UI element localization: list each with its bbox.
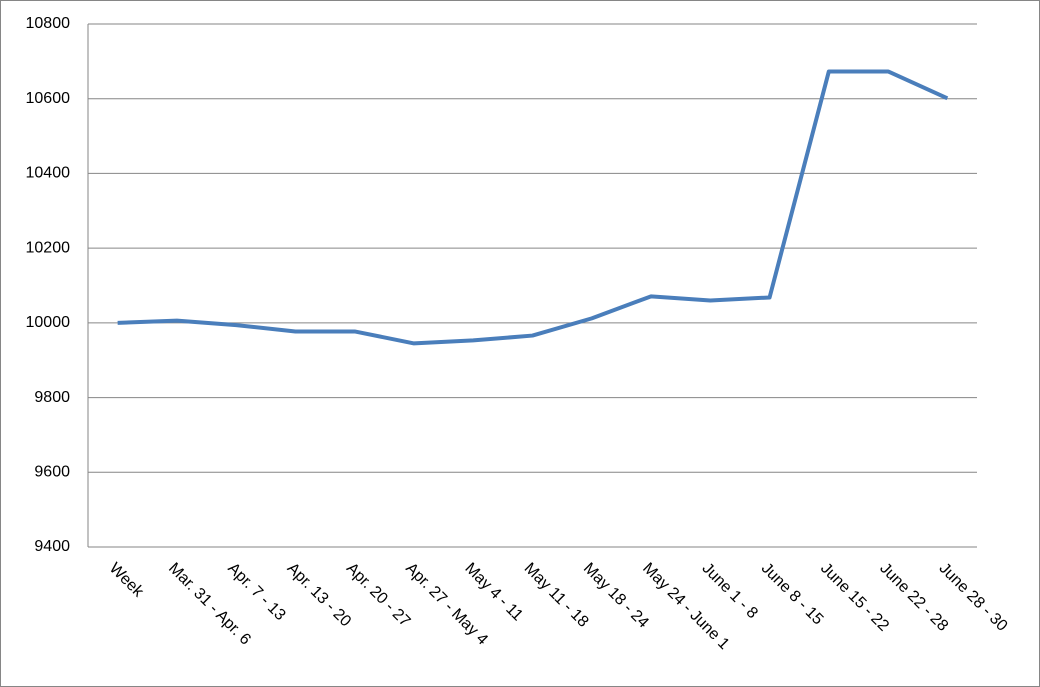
- y-tick-label: 10000: [26, 314, 71, 331]
- y-tick-label: 10200: [26, 239, 71, 256]
- y-tick-label: 10800: [26, 15, 71, 32]
- line-series: [117, 69, 949, 346]
- y-tick-label: 10600: [26, 90, 71, 107]
- y-tick-label: 10400: [26, 165, 71, 182]
- y-tick-label: 9800: [34, 389, 70, 406]
- y-tick-label: 9600: [34, 464, 70, 481]
- y-tick-label: 9400: [34, 538, 70, 555]
